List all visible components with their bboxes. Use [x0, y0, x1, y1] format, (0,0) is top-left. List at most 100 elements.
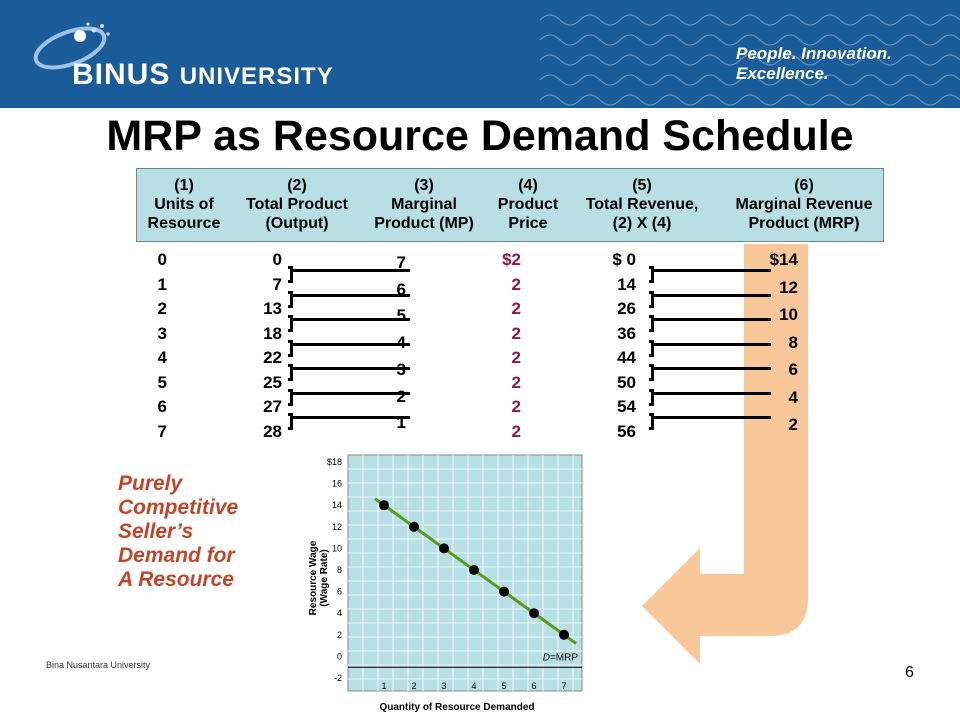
chart-x-tick-label: 7 — [561, 681, 566, 691]
col-marginal-product-cell: 5 — [396, 306, 406, 326]
caption-line-4: Demand for — [118, 544, 235, 567]
header-col-2-num: (2) — [287, 177, 307, 194]
chart-y-tick-label: 8 — [337, 565, 342, 575]
col-price-cell: 2 — [511, 274, 521, 294]
col-mrp-cell: 12 — [779, 277, 798, 297]
chart-data-point — [409, 521, 419, 532]
col-total-revenue-cell: 36 — [617, 323, 636, 343]
chart-data-point — [439, 543, 449, 554]
col-mrp-cell: 8 — [788, 332, 798, 352]
col-marginal-product-cell: 1 — [396, 413, 406, 433]
col-price-cell: $2 — [502, 250, 521, 269]
chart-x-tick-label: 5 — [501, 681, 506, 691]
tagline: People. Innovation. Excellence. — [736, 44, 892, 83]
col-units-cell: 0 — [157, 250, 167, 269]
chart-x-tick-label: 1 — [381, 681, 386, 691]
binus-logo-mark — [33, 22, 110, 70]
header-col-5: (5) Total Revenue, (2) X (4) — [573, 176, 711, 233]
col-mrp-cell: 6 — [788, 360, 798, 379]
bracket-connector — [649, 290, 771, 308]
bracket-connector — [649, 413, 771, 430]
chart-y-tick-label: 0 — [337, 651, 342, 661]
col-total-product-cell: 27 — [263, 397, 282, 416]
header-col-2-line2: (Output) — [265, 215, 329, 232]
chart-y-tick-label: 2 — [337, 630, 342, 640]
col-mrp-cell: 10 — [779, 305, 798, 324]
col-total-revenue-cell: $ 0 — [612, 250, 636, 269]
col-price-cell: 2 — [511, 372, 521, 392]
header-col-4-num: (4) — [518, 177, 538, 194]
col-units-cell: 3 — [157, 323, 167, 343]
wave-pattern-decoration — [540, 14, 960, 106]
col-price-cell: 2 — [511, 348, 521, 367]
col-mrp-cell: 4 — [788, 387, 798, 407]
caption-line-5: A Resource — [118, 568, 234, 591]
col-total-product-cell: 28 — [263, 421, 282, 441]
bracket-connector — [288, 315, 410, 332]
chart-x-tick-label: 3 — [441, 681, 446, 691]
header-banner: BINUS UNIVERSITY People. Innovation. Exc… — [0, 0, 960, 108]
bracket-connector — [649, 388, 771, 406]
bracket-connector — [288, 290, 410, 308]
col-price-cell: 2 — [511, 299, 521, 318]
footer-text: Bina Nusantara University — [46, 660, 151, 670]
col-total-revenue-cell: 50 — [617, 372, 636, 392]
chart-y-tick-label: 14 — [332, 500, 342, 510]
logo-main: BINUS — [72, 58, 171, 91]
chart-data-point — [379, 500, 389, 511]
chart-data-point — [559, 629, 569, 640]
chart-line-label-mrp: =MRP — [550, 653, 578, 664]
chart-y-axis-label-secondary: (Wage Rate) — [319, 549, 330, 606]
logo-sub: UNIVERSITY — [179, 63, 334, 90]
chart-x-tick-label: 6 — [531, 681, 536, 691]
header-col-6-line2: Product (MRP) — [748, 215, 860, 232]
col-total-product-cell: 22 — [263, 348, 282, 367]
chart-data-point — [529, 608, 539, 619]
chart-y-axis-label: Resource Wage — [308, 540, 319, 615]
chart-line-label: D=MRP — [543, 653, 579, 664]
header-col-1-line2: Resource — [147, 215, 221, 232]
header-col-1-num: (1) — [174, 177, 194, 194]
header-col-5-num: (5) — [632, 177, 652, 194]
bracket-connector — [288, 339, 410, 357]
chart-x-axis-label: Quantity of Resource Demanded — [379, 702, 534, 713]
chart-y-tick-label: 10 — [332, 543, 342, 553]
col-mrp-cell: 2 — [788, 415, 798, 434]
col-total-revenue-cell: 26 — [617, 299, 636, 318]
demand-caption: Purely Competitive Seller’s Demand for A… — [118, 472, 238, 592]
caption-line-1: Purely — [118, 472, 183, 495]
bracket-connector — [288, 266, 410, 283]
col-total-product-cell: 18 — [263, 323, 282, 343]
chart-x-tick-label: 4 — [471, 681, 476, 691]
col-total-revenue-cell: 56 — [617, 421, 636, 441]
col-price-cell: 2 — [511, 397, 521, 416]
chart-y-tick-label: 4 — [337, 608, 342, 618]
header-col-6-line1: Marginal Revenue — [735, 196, 873, 213]
header-col-3-line2: Product (MP) — [374, 215, 474, 232]
page-number: 6 — [905, 664, 914, 681]
col-units-cell: 7 — [157, 421, 167, 441]
binus-logo-text: BINUS UNIVERSITY — [72, 58, 334, 92]
chart-x-tick-label: 2 — [411, 681, 416, 691]
header-col-2: (2) Total Product (Output) — [235, 176, 359, 233]
col-total-revenue-cell: 44 — [617, 348, 636, 367]
col-marginal-product-cell: 6 — [396, 279, 406, 299]
chart-data-point — [499, 586, 509, 597]
bracket-connector — [288, 388, 410, 406]
col-total-product-cell: 25 — [263, 372, 282, 392]
chart-data-point — [469, 565, 479, 575]
col-total-product-cell: 7 — [272, 274, 282, 294]
col-marginal-product-cell: 2 — [396, 386, 406, 406]
col-total-product-cell: 13 — [263, 299, 282, 318]
header-col-1-line1: Units of — [154, 196, 214, 213]
bracket-connector — [649, 339, 771, 357]
header-col-5-line2: (2) X (4) — [612, 215, 672, 232]
col-total-product-cell: 0 — [272, 250, 282, 269]
col-total-revenue-cell: 14 — [617, 274, 636, 294]
header-col-3-num: (3) — [414, 177, 434, 194]
table-header: (1) Units of Resource (2) Total Product … — [136, 168, 884, 242]
col-units-cell: 2 — [157, 299, 167, 318]
col-marginal-product-cell: 7 — [396, 253, 406, 272]
col-units-cell: 1 — [157, 274, 167, 294]
